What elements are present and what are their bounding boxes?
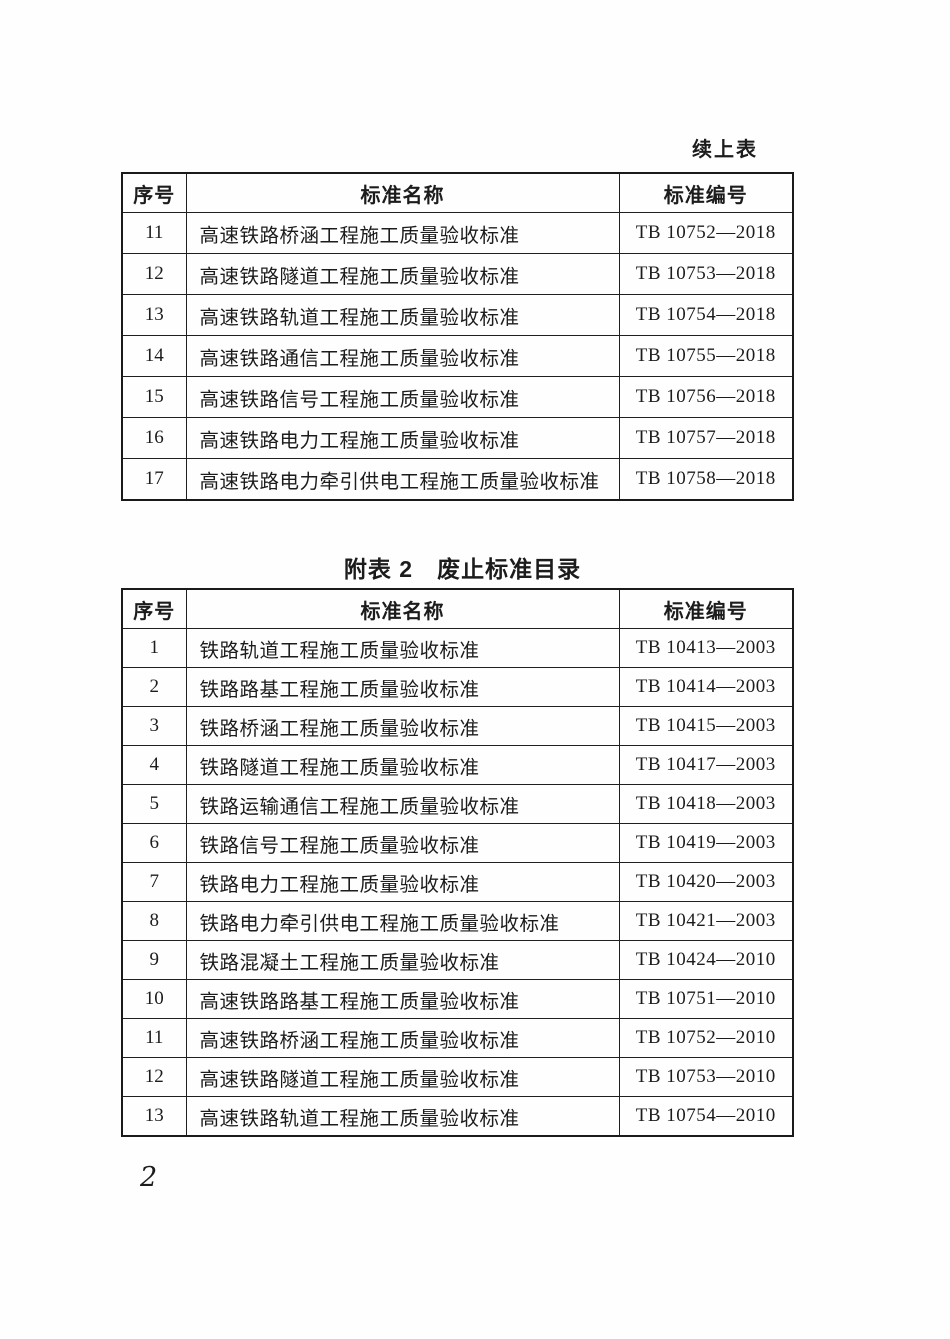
- row-name-cell: 铁路桥涵工程施工质量验收标准: [185, 706, 620, 746]
- row-seq-cell: 8: [121, 901, 187, 941]
- row-code-cell: TB 10754—2010: [618, 1096, 794, 1137]
- row-seq-cell: 15: [121, 376, 187, 418]
- row-name-cell: 高速铁路路基工程施工质量验收标准: [185, 979, 620, 1019]
- row-seq-cell: 4: [121, 745, 187, 785]
- row-name-cell: 高速铁路桥涵工程施工质量验收标准: [185, 1018, 620, 1058]
- table-row: 12 高速铁路隧道工程施工质量验收标准 TB 10753—2018: [121, 253, 794, 295]
- row-name-cell: 高速铁路桥涵工程施工质量验收标准: [185, 212, 620, 254]
- row-code-cell: TB 10752—2010: [618, 1018, 794, 1058]
- row-code-cell: TB 10752—2018: [618, 212, 794, 254]
- row-code-cell: TB 10415—2003: [618, 706, 794, 746]
- row-seq-cell: 13: [121, 294, 187, 336]
- row-seq-cell: 11: [121, 1018, 187, 1058]
- table-row: 1 铁路轨道工程施工质量验收标准 TB 10413—2003: [121, 628, 794, 668]
- row-seq-cell: 5: [121, 784, 187, 824]
- row-code-cell: TB 10757—2018: [618, 417, 794, 459]
- header-seq: 序号: [121, 172, 187, 213]
- row-name-cell: 铁路电力工程施工质量验收标准: [185, 862, 620, 902]
- row-code-cell: TB 10424—2010: [618, 940, 794, 980]
- table-continuation-label: 续上表: [692, 139, 758, 161]
- table-row: 4 铁路隧道工程施工质量验收标准 TB 10417—2003: [121, 745, 794, 785]
- table-row: 15 高速铁路信号工程施工质量验收标准 TB 10756—2018: [121, 376, 794, 418]
- table-row: 11 高速铁路桥涵工程施工质量验收标准 TB 10752—2018: [121, 212, 794, 254]
- table-row: 3 铁路桥涵工程施工质量验收标准 TB 10415—2003: [121, 706, 794, 746]
- row-seq-cell: 6: [121, 823, 187, 863]
- table-row: 14 高速铁路通信工程施工质量验收标准 TB 10755—2018: [121, 335, 794, 377]
- table-row: 12 高速铁路隧道工程施工质量验收标准 TB 10753—2010: [121, 1057, 794, 1097]
- table-row: 13 高速铁路轨道工程施工质量验收标准 TB 10754—2010: [121, 1096, 794, 1137]
- continued-standards-table: 序号 标准名称 标准编号 11 高速铁路桥涵工程施工质量验收标准 TB 1075…: [121, 172, 794, 501]
- row-name-cell: 铁路隧道工程施工质量验收标准: [185, 745, 620, 785]
- row-name-cell: 高速铁路电力牵引供电工程施工质量验收标准: [185, 458, 620, 501]
- row-seq-cell: 3: [121, 706, 187, 746]
- header-seq: 序号: [121, 588, 187, 629]
- row-code-cell: TB 10418—2003: [618, 784, 794, 824]
- appendix-table2-title: 附表 2 废止标准目录: [343, 556, 582, 582]
- row-code-cell: TB 10417—2003: [618, 745, 794, 785]
- row-name-cell: 高速铁路信号工程施工质量验收标准: [185, 376, 620, 418]
- row-name-cell: 铁路运输通信工程施工质量验收标准: [185, 784, 620, 824]
- row-name-cell: 高速铁路隧道工程施工质量验收标准: [185, 253, 620, 295]
- table-row: 8 铁路电力牵引供电工程施工质量验收标准 TB 10421—2003: [121, 901, 794, 941]
- row-seq-cell: 14: [121, 335, 187, 377]
- header-code: 标准编号: [618, 588, 794, 629]
- row-seq-cell: 16: [121, 417, 187, 459]
- table-row: 16 高速铁路电力工程施工质量验收标准 TB 10757—2018: [121, 417, 794, 459]
- row-code-cell: TB 10751—2010: [618, 979, 794, 1019]
- row-name-cell: 铁路混凝土工程施工质量验收标准: [185, 940, 620, 980]
- row-code-cell: TB 10758—2018: [618, 458, 794, 501]
- row-seq-cell: 12: [121, 253, 187, 295]
- row-code-cell: TB 10755—2018: [618, 335, 794, 377]
- row-seq-cell: 11: [121, 212, 187, 254]
- row-code-cell: TB 10419—2003: [618, 823, 794, 863]
- header-name: 标准名称: [185, 588, 620, 629]
- table-header-row: 序号 标准名称 标准编号: [121, 588, 794, 629]
- row-name-cell: 高速铁路轨道工程施工质量验收标准: [185, 1096, 620, 1137]
- row-code-cell: TB 10754—2018: [618, 294, 794, 336]
- table-row: 9 铁路混凝土工程施工质量验收标准 TB 10424—2010: [121, 940, 794, 980]
- table-row: 7 铁路电力工程施工质量验收标准 TB 10420—2003: [121, 862, 794, 902]
- header-name: 标准名称: [185, 172, 620, 213]
- row-code-cell: TB 10756—2018: [618, 376, 794, 418]
- row-seq-cell: 2: [121, 667, 187, 707]
- row-seq-cell: 9: [121, 940, 187, 980]
- row-name-cell: 铁路电力牵引供电工程施工质量验收标准: [185, 901, 620, 941]
- table-row: 17 高速铁路电力牵引供电工程施工质量验收标准 TB 10758—2018: [121, 458, 794, 501]
- table-row: 13 高速铁路轨道工程施工质量验收标准 TB 10754—2018: [121, 294, 794, 336]
- row-seq-cell: 17: [121, 458, 187, 501]
- row-code-cell: TB 10753—2018: [618, 253, 794, 295]
- header-code: 标准编号: [618, 172, 794, 213]
- row-name-cell: 铁路轨道工程施工质量验收标准: [185, 628, 620, 668]
- table-header-row: 序号 标准名称 标准编号: [121, 172, 794, 213]
- row-seq-cell: 13: [121, 1096, 187, 1137]
- row-seq-cell: 1: [121, 628, 187, 668]
- row-name-cell: 高速铁路轨道工程施工质量验收标准: [185, 294, 620, 336]
- row-code-cell: TB 10421—2003: [618, 901, 794, 941]
- page-number: 2: [140, 1162, 158, 1193]
- row-code-cell: TB 10420—2003: [618, 862, 794, 902]
- row-name-cell: 铁路路基工程施工质量验收标准: [185, 667, 620, 707]
- row-seq-cell: 10: [121, 979, 187, 1019]
- row-name-cell: 高速铁路通信工程施工质量验收标准: [185, 335, 620, 377]
- page-content: 续上表 序号 标准名称 标准编号 11 高速铁路桥涵工程施工质量验收标准 TB …: [121, 139, 794, 1137]
- row-code-cell: TB 10413—2003: [618, 628, 794, 668]
- table-row: 2 铁路路基工程施工质量验收标准 TB 10414—2003: [121, 667, 794, 707]
- row-seq-cell: 12: [121, 1057, 187, 1097]
- abolished-standards-table: 序号 标准名称 标准编号 1 铁路轨道工程施工质量验收标准 TB 10413—2…: [121, 588, 794, 1137]
- row-code-cell: TB 10414—2003: [618, 667, 794, 707]
- table-row: 10 高速铁路路基工程施工质量验收标准 TB 10751—2010: [121, 979, 794, 1019]
- row-name-cell: 铁路信号工程施工质量验收标准: [185, 823, 620, 863]
- row-code-cell: TB 10753—2010: [618, 1057, 794, 1097]
- table-row: 11 高速铁路桥涵工程施工质量验收标准 TB 10752—2010: [121, 1018, 794, 1058]
- row-name-cell: 高速铁路电力工程施工质量验收标准: [185, 417, 620, 459]
- table-row: 6 铁路信号工程施工质量验收标准 TB 10419—2003: [121, 823, 794, 863]
- row-name-cell: 高速铁路隧道工程施工质量验收标准: [185, 1057, 620, 1097]
- table-row: 5 铁路运输通信工程施工质量验收标准 TB 10418—2003: [121, 784, 794, 824]
- row-seq-cell: 7: [121, 862, 187, 902]
